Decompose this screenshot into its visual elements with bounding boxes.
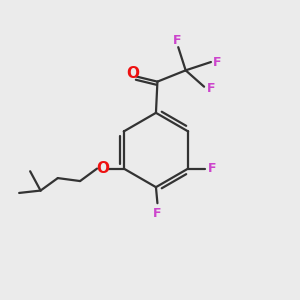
Text: F: F — [213, 56, 222, 68]
Text: F: F — [208, 162, 216, 175]
Text: F: F — [172, 34, 181, 47]
Text: O: O — [127, 66, 140, 81]
Text: O: O — [96, 161, 109, 176]
Text: F: F — [153, 207, 162, 220]
Text: F: F — [206, 82, 215, 95]
